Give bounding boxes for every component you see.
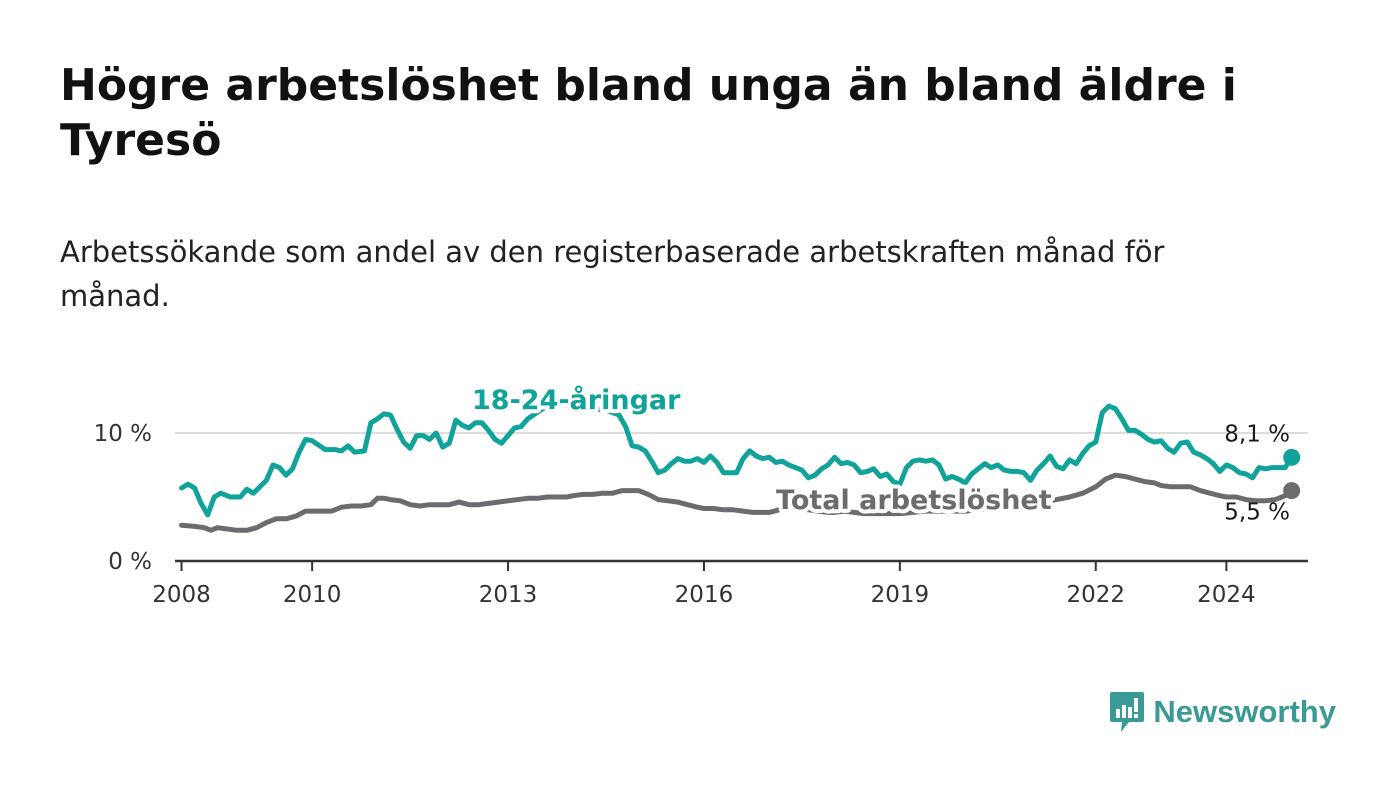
x-tick-label: 2019 <box>871 582 930 608</box>
x-tick-label: 2022 <box>1066 582 1125 608</box>
x-tick-label: 2008 <box>152 582 211 608</box>
brand-logo: Newsworthy <box>1109 690 1336 734</box>
x-tick-label: 2013 <box>479 582 538 608</box>
x-tick-label: 2016 <box>675 582 734 608</box>
series-label-total: Total arbetslöshet <box>776 485 1052 516</box>
brand-name: Newsworthy <box>1153 694 1336 729</box>
y-tick-label: 10 % <box>94 421 152 447</box>
series-label-youth: 18-24-åringar <box>472 384 681 416</box>
series-lines <box>179 399 1301 533</box>
y-tick-label: 0 % <box>108 549 152 575</box>
end-value-label-1: 5,5 % <box>1224 500 1290 526</box>
x-tick-label: 2024 <box>1197 582 1256 608</box>
series-end-dot-1 <box>1283 482 1301 500</box>
series-end-dot-0 <box>1283 448 1301 466</box>
chart-subtitle: Arbetssökande som andel av den registerb… <box>60 235 1165 313</box>
axes: 0 % 10 % 2008 2010 2013 2016 2019 2022 2024 <box>94 421 1308 608</box>
series-line-0 <box>179 399 1295 518</box>
chart-title: Högre arbetslöshet bland unga än bland ä… <box>60 60 1237 166</box>
end-value-label-0: 8,1 % <box>1224 421 1290 447</box>
series-labels: 8,1 % 5,5 % 18-24-åringar Total arbetslöshe… <box>468 380 1290 526</box>
series-line-1 <box>179 472 1295 533</box>
x-tick-label: 2010 <box>283 582 342 608</box>
newsworthy-logo-icon <box>1110 692 1145 732</box>
